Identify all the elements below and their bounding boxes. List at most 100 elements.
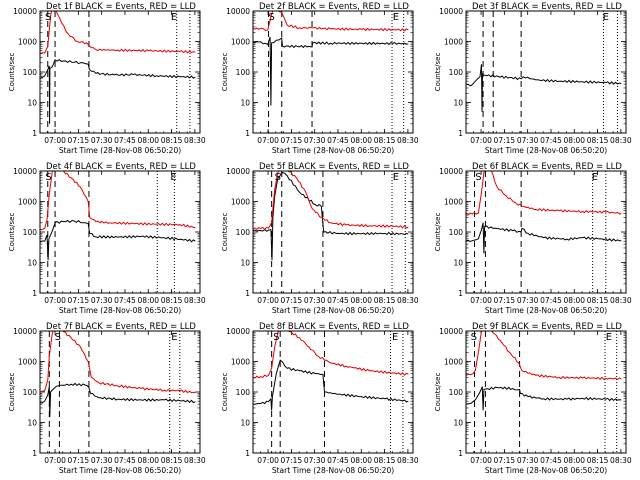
x-tick-label: 07:45 xyxy=(114,456,136,465)
x-tick-label: 08:15 xyxy=(161,456,183,465)
x-tick-label: 07:00 xyxy=(257,456,279,465)
panel-title: Det 6f BLACK = Events, RED = LLD xyxy=(472,162,622,172)
panel-data xyxy=(40,331,196,418)
y-tick-label: 1 xyxy=(458,129,463,138)
x-axis-label: Start Time (28-Nov-08 06:50:20) xyxy=(485,306,607,315)
y-tick-label: 10000 xyxy=(439,327,463,336)
series-lld xyxy=(253,11,409,32)
y-axis-label: Counts/sec xyxy=(8,213,16,252)
x-tick-label: 07:15 xyxy=(281,456,303,465)
series-events xyxy=(466,64,622,112)
series-events xyxy=(40,58,196,124)
x-tick-label: 08:00 xyxy=(350,136,372,145)
x-tick-label: 07:00 xyxy=(44,456,66,465)
plot-frame xyxy=(39,330,201,454)
x-tick-label: 08:00 xyxy=(137,136,159,145)
series-events xyxy=(253,359,409,411)
y-tick-label: 1000 xyxy=(231,38,250,47)
x-tick-label: 07:00 xyxy=(470,456,492,465)
panel-title: Det 2f BLACK = Events, RED = LLD xyxy=(259,2,409,12)
y-tick-label: 1000 xyxy=(18,38,37,47)
y-axis-label: Counts/sec xyxy=(221,213,229,252)
marker-e: E xyxy=(170,172,176,183)
panel-data xyxy=(253,331,409,411)
marker-e: E xyxy=(393,172,399,183)
x-axis-label: Start Time (28-Nov-08 06:50:20) xyxy=(272,466,394,475)
marker-s: S xyxy=(45,12,51,23)
x-tick-label: 07:00 xyxy=(257,136,279,145)
plot-frame xyxy=(252,170,414,294)
y-tick-label: 10000 xyxy=(226,167,250,176)
x-tick-label: 07:45 xyxy=(114,136,136,145)
x-tick-label: 07:15 xyxy=(494,136,516,145)
panel-9: Det 9f BLACK = Events, RED = LLD 07:00 07:… xyxy=(434,322,632,475)
panel-title: Det 4f BLACK = Events, RED = LLD xyxy=(46,162,196,172)
y-axis-label: Counts/sec xyxy=(221,53,229,92)
x-tick-label: 08:00 xyxy=(137,296,159,305)
x-tick-label: 07:15 xyxy=(494,296,516,305)
x-tick-label: 07:30 xyxy=(91,136,113,145)
panel-title: Det 9f BLACK = Events, RED = LLD xyxy=(472,322,622,332)
series-lld xyxy=(40,11,196,55)
x-tick-label: 08:00 xyxy=(350,296,372,305)
series-lld xyxy=(40,331,196,394)
y-tick-label: 1 xyxy=(245,289,250,298)
x-tick-label: 07:00 xyxy=(257,296,279,305)
x-tick-label: 07:30 xyxy=(91,296,113,305)
x-tick-label: 08:30 xyxy=(397,456,419,465)
y-tick-label: 10000 xyxy=(439,167,463,176)
y-tick-label: 10 xyxy=(240,99,250,108)
y-tick-label: 1000 xyxy=(231,198,250,207)
marker-s: S xyxy=(475,172,481,183)
x-tick-label: 08:15 xyxy=(161,136,183,145)
plot-frame xyxy=(252,330,414,454)
x-tick-label: 08:30 xyxy=(184,456,206,465)
y-tick-label: 1 xyxy=(32,289,37,298)
plot-frame xyxy=(465,170,627,294)
x-tick-label: 08:00 xyxy=(350,456,372,465)
panel-data xyxy=(466,171,622,254)
panel-3: Det 3f BLACK = Events, RED = LLD 07:00 07:… xyxy=(434,2,632,155)
y-tick-label: 1000 xyxy=(444,198,463,207)
x-tick-label: 07:00 xyxy=(470,136,492,145)
y-tick-label: 100 xyxy=(449,228,464,237)
x-tick-label: 08:15 xyxy=(374,296,396,305)
y-tick-label: 10000 xyxy=(226,7,250,16)
y-tick-label: 10000 xyxy=(226,327,250,336)
panel-data xyxy=(466,64,622,112)
marker-e: E xyxy=(171,332,177,343)
x-tick-label: 07:00 xyxy=(470,296,492,305)
x-tick-label: 07:45 xyxy=(327,456,349,465)
series-lld xyxy=(253,171,409,230)
series-events xyxy=(253,36,409,106)
y-tick-label: 100 xyxy=(236,228,251,237)
x-tick-label: 07:45 xyxy=(540,456,562,465)
y-tick-label: 1000 xyxy=(18,358,37,367)
y-tick-label: 10000 xyxy=(439,7,463,16)
y-tick-label: 1 xyxy=(245,129,250,138)
x-tick-label: 07:30 xyxy=(91,456,113,465)
y-tick-label: 1000 xyxy=(444,358,463,367)
y-tick-label: 10000 xyxy=(13,7,37,16)
panel-title: Det 3f BLACK = Events, RED = LLD xyxy=(472,2,622,12)
x-tick-label: 07:45 xyxy=(540,296,562,305)
x-tick-label: 08:30 xyxy=(610,456,632,465)
y-axis-label: Counts/sec xyxy=(434,53,442,92)
x-tick-label: 08:15 xyxy=(161,296,183,305)
panel-data xyxy=(253,171,409,261)
x-tick-label: 07:15 xyxy=(68,456,90,465)
marker-s: S xyxy=(55,332,61,343)
x-tick-label: 08:30 xyxy=(397,136,419,145)
y-tick-label: 10 xyxy=(453,99,463,108)
x-tick-label: 07:30 xyxy=(517,456,539,465)
series-events xyxy=(40,219,196,261)
y-tick-label: 10 xyxy=(453,419,463,428)
plot-frame xyxy=(465,10,627,134)
x-tick-label: 07:15 xyxy=(68,296,90,305)
marker-e: E xyxy=(603,12,609,23)
x-axis-label: Start Time (28-Nov-08 06:50:20) xyxy=(272,306,394,315)
plot-frame xyxy=(39,170,201,294)
